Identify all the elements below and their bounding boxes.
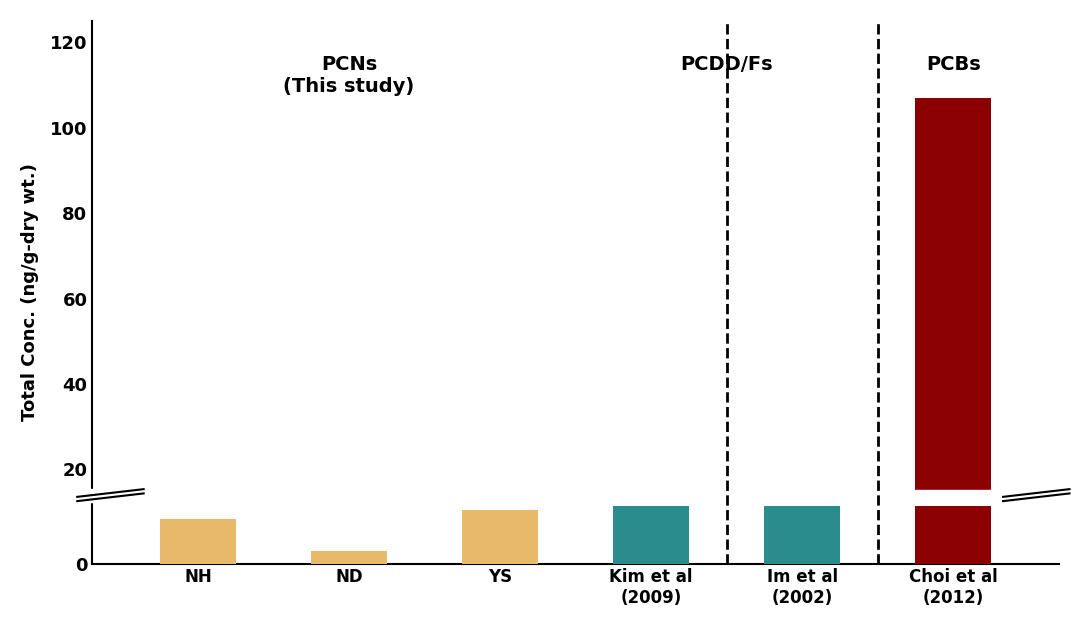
Bar [916,490,991,501]
Bar [764,506,840,563]
Text: PCBs: PCBs [926,55,980,74]
Bar [613,506,689,563]
Bar [160,519,236,563]
Bar [463,510,538,563]
Text: PCNs
(This study): PCNs (This study) [283,55,415,96]
Bar [311,551,387,563]
Y-axis label: Total Conc. (ng/g-dry wt.): Total Conc. (ng/g-dry wt.) [21,163,39,421]
Bar [916,506,991,563]
Text: PCDD/Fs: PCDD/Fs [681,55,773,74]
Bar [70,489,175,502]
Bar [916,98,991,491]
